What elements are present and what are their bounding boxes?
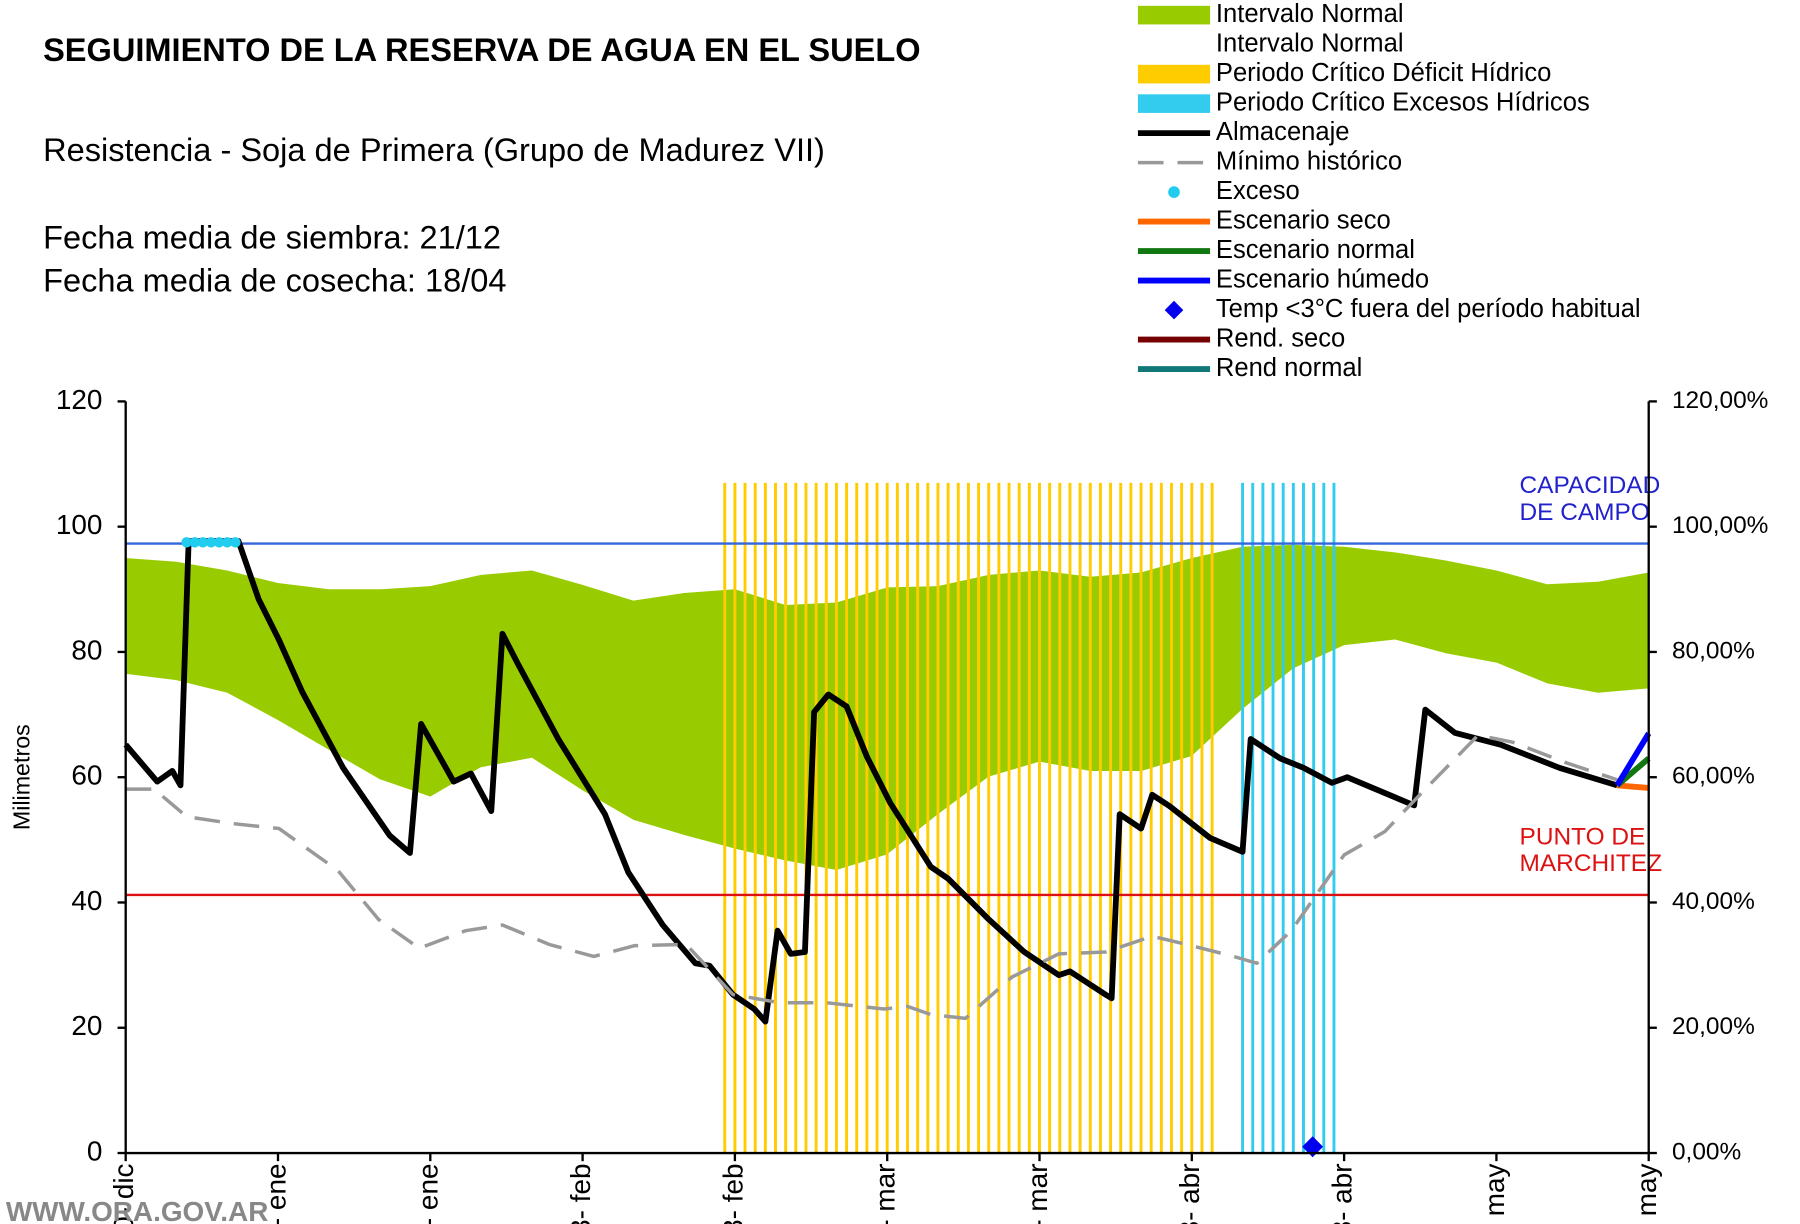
excess-dot xyxy=(221,537,233,548)
y2-tick-label: 0,00% xyxy=(1672,1138,1741,1165)
legend-item: Escenario normal xyxy=(1137,236,1415,264)
frost-marker xyxy=(1302,1136,1324,1158)
legend-label: Periodo Crítico Excesos Hídricos xyxy=(1216,88,1590,116)
legend-item: Mínimo histórico xyxy=(1137,147,1402,175)
y-tick-label: 40 xyxy=(71,885,102,916)
excess-dot xyxy=(197,537,209,548)
chart-subtitle: Resistencia - Soja de Primera (Grupo de … xyxy=(43,132,825,168)
y-tick-label: 100 xyxy=(56,509,103,540)
reference-label: CAPACIDAD xyxy=(1520,472,1661,499)
x-tick-label: 19- ene xyxy=(413,1163,444,1224)
harvest-date: Fecha media de cosecha: 18/04 xyxy=(43,262,506,298)
legend-swatch xyxy=(1137,5,1211,25)
legend-label: Periodo Crítico Déficit Hídrico xyxy=(1216,59,1551,87)
y2-tick-label: 100,00% xyxy=(1672,512,1768,539)
excess-dot xyxy=(181,537,192,548)
y-tick-label: 0 xyxy=(87,1135,103,1166)
excess-dot xyxy=(205,537,217,548)
y-tick-label: 120 xyxy=(56,384,103,415)
y-tick-label: 60 xyxy=(71,760,102,791)
y2-tick-label: 80,00% xyxy=(1672,637,1755,664)
legend-item: Exceso xyxy=(1168,177,1300,205)
x-tick-label: 18- feb xyxy=(717,1163,748,1224)
legend-item: Intervalo Normal xyxy=(1137,0,1404,28)
legend-label: Escenario normal xyxy=(1216,236,1415,264)
legend-item: Escenario seco xyxy=(1137,206,1391,234)
y2-tick-label: 40,00% xyxy=(1672,888,1755,915)
axes: 0 20 40 60 80 100 120 0,00% 20,00% 40,00% 60,00% 80… xyxy=(56,384,1769,1224)
y2-tick-label: 120,00% xyxy=(1672,387,1768,414)
reference-label: PUNTO DE xyxy=(1520,823,1646,850)
legend-label: Mínimo histórico xyxy=(1216,147,1402,175)
legend-swatch xyxy=(1137,35,1211,54)
sowing-date: Fecha media de siembra: 21/12 xyxy=(43,219,501,255)
y2-tick-label: 20,00% xyxy=(1672,1013,1755,1040)
legend-swatch xyxy=(1164,300,1184,320)
legend-label: Temp <3°C fuera del período habitual xyxy=(1216,295,1641,323)
legend-label: Rend normal xyxy=(1216,354,1362,382)
legend-item: Rend normal xyxy=(1137,354,1362,382)
y-tick-label: 20 xyxy=(71,1010,102,1041)
chart-title: SEGUIMIENTO DE LA RESERVA DE AGUA EN EL … xyxy=(43,32,921,68)
legend-item: Periodo Crítico Excesos Hídricos xyxy=(1137,88,1590,116)
x-tick-label: 04- mar xyxy=(870,1163,901,1224)
legend-item: Almacenaje xyxy=(1137,118,1350,146)
x-tick-label: 04- ene xyxy=(260,1163,291,1224)
legend-swatch xyxy=(1137,64,1211,84)
x-tick-label: 18- may xyxy=(1631,1163,1662,1224)
excess-dot xyxy=(189,537,200,548)
legend-label: Escenario seco xyxy=(1216,206,1391,234)
legend-item: Escenario húmedo xyxy=(1137,265,1429,293)
series-line xyxy=(1616,782,1649,791)
watermark: WWW.ORA.GOV.AR xyxy=(6,1196,269,1224)
y-axis-label: Milimetros xyxy=(8,724,34,830)
series-line xyxy=(123,538,1619,1025)
reference-label: MARCHITEZ xyxy=(1520,850,1663,877)
legend-item: Temp <3°C fuera del período habitual xyxy=(1164,295,1641,323)
legend-item: Periodo Crítico Déficit Hídrico xyxy=(1137,59,1551,87)
y2-tick-label: 60,00% xyxy=(1672,763,1755,790)
x-tick-label: 20- dic xyxy=(108,1163,139,1224)
excess-dot xyxy=(213,537,225,548)
legend-label: Rend. seco xyxy=(1216,324,1345,352)
x-tick-label: 19- mar xyxy=(1022,1163,1053,1224)
legend-label: Escenario húmedo xyxy=(1216,265,1429,293)
excess-dot xyxy=(230,537,241,548)
legend-label: Almacenaje xyxy=(1216,118,1350,146)
legend-swatch xyxy=(1168,186,1180,198)
legend-swatch xyxy=(1137,94,1211,113)
series-line xyxy=(125,733,1618,1021)
x-tick-label: 03- feb xyxy=(565,1163,596,1224)
reference-label: DE CAMPO xyxy=(1520,499,1650,526)
series-line xyxy=(1614,731,1652,787)
legend-item: Rend. seco xyxy=(1137,324,1345,352)
y-tick-label: 80 xyxy=(71,634,102,665)
legend-label: Intervalo Normal xyxy=(1216,0,1404,28)
x-tick-label: 18- abr xyxy=(1326,1163,1357,1224)
legend-item: Intervalo Normal xyxy=(1137,29,1404,57)
x-tick-label: 03- may xyxy=(1479,1163,1510,1224)
legend-label: Intervalo Normal xyxy=(1216,29,1404,57)
x-tick-label: 03- abr xyxy=(1174,1163,1205,1224)
legend-label: Exceso xyxy=(1216,177,1300,205)
